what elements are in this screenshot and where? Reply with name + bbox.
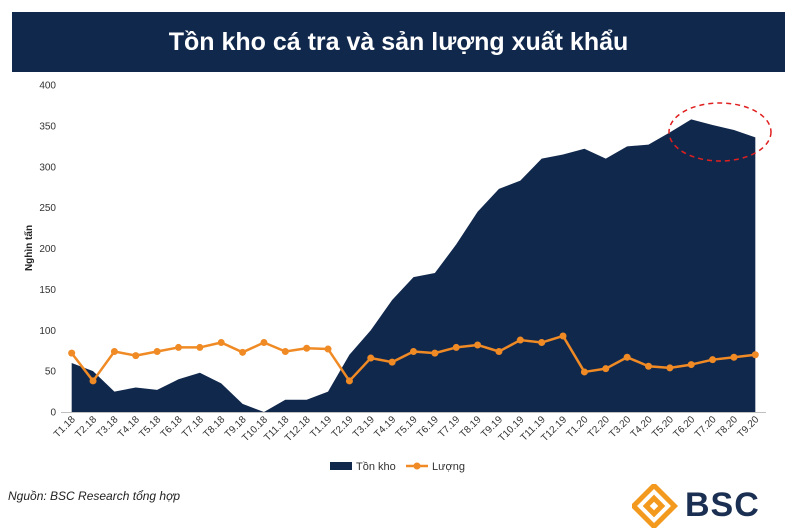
series-luong-point [89, 377, 97, 385]
y-axis-label-group: Nghìn tấn [23, 225, 35, 271]
series-luong-point [730, 353, 738, 361]
series-luong-point [175, 343, 182, 351]
x-tick-label: T4.18 [116, 414, 142, 440]
series-luong-point [538, 339, 546, 347]
x-tick-label: T1.20 [565, 414, 591, 440]
x-tick-label: T2.20 [586, 414, 612, 440]
series-luong-point [559, 332, 567, 340]
series-luong-point [474, 341, 482, 349]
series-luong-point [452, 343, 460, 351]
x-tick-label: T4.20 [629, 414, 655, 440]
y-tick-label: 200 [39, 244, 56, 255]
series-luong-point [132, 352, 140, 360]
x-tick-label: T5.19 [394, 414, 420, 440]
legend-label-luong: Lượng [432, 461, 465, 473]
y-tick-label: 400 [39, 81, 56, 92]
logo-text: BSC [685, 486, 760, 524]
x-tick-label: T4.19 [372, 414, 398, 440]
x-tick-label: T7.19 [436, 414, 462, 440]
chart-title: Tồn kho cá tra và sản lượng xuất khẩu [168, 27, 629, 56]
series-luong-point [281, 348, 289, 356]
series-luong-point [666, 364, 674, 372]
y-tick-label: 50 [45, 367, 57, 378]
x-tick-label: T6.19 [415, 414, 441, 440]
series-luong-point [303, 344, 311, 352]
x-tick-label: T3.18 [95, 414, 121, 440]
legend: Tồn kho Lượng [330, 461, 465, 473]
x-axis-ticks: T1.18T2.18T3.18T4.18T5.18T6.18T7.18T8.18… [52, 414, 762, 444]
bsc-logo-icon [632, 484, 679, 528]
series-luong-point [388, 358, 396, 366]
title-bar: Tồn kho cá tra và sản lượng xuất khẩu [12, 12, 785, 72]
series-luong-point [110, 348, 118, 356]
series-luong-point [410, 348, 417, 356]
series-luong-point [602, 365, 610, 373]
x-tick-label: T3.19 [351, 414, 377, 440]
x-tick-label: T8.20 [714, 414, 740, 440]
y-axis-label: Nghìn tấn [23, 225, 35, 271]
x-tick-label: T7.18 [180, 414, 206, 440]
line-series-group [68, 332, 759, 385]
x-tick-label: T2.18 [73, 414, 99, 440]
legend-swatch-luong-marker [413, 462, 421, 470]
y-tick-label: 350 [39, 121, 56, 132]
y-tick-label: 0 [50, 408, 56, 419]
y-tick-label: 300 [39, 162, 56, 173]
series-luong-point [580, 368, 588, 376]
x-tick-label: T1.19 [308, 414, 334, 440]
series-luong-point [196, 343, 204, 351]
series-luong-point [260, 339, 268, 347]
series-ton-kho-area [71, 119, 756, 413]
series-luong-point [345, 377, 353, 385]
x-tick-label: T6.20 [671, 414, 697, 440]
series-luong-point [239, 348, 247, 356]
series-luong-point [623, 353, 631, 361]
source-note: Nguồn: BSC Research tổng hợp [8, 489, 181, 503]
series-luong-point [324, 345, 332, 353]
legend-swatch-ton-kho [330, 462, 352, 470]
area-series-group [71, 119, 756, 413]
x-tick-label: T3.20 [607, 414, 633, 440]
y-tick-label: 150 [39, 285, 56, 296]
series-luong-point [495, 348, 503, 356]
y-tick-label: 100 [39, 326, 56, 337]
y-tick-label: 250 [39, 203, 56, 214]
x-tick-label: T5.20 [650, 414, 676, 440]
x-tick-label: T2.19 [330, 414, 356, 440]
series-luong-point [516, 336, 524, 344]
series-luong-point [431, 349, 439, 357]
y-axis-ticks: 0 50 100 150 200 250 300 350 400 [39, 81, 56, 419]
series-luong-point [709, 356, 717, 364]
x-tick-label: T7.20 [693, 414, 719, 440]
series-luong-point [153, 348, 161, 356]
x-tick-label: T6.18 [159, 414, 185, 440]
series-luong-point [687, 361, 695, 369]
highlight-ellipse [668, 102, 772, 162]
series-luong-point [645, 362, 652, 370]
series-luong-point [751, 351, 759, 359]
x-tick-label: T9.20 [736, 414, 762, 440]
x-tick-label: T8.18 [201, 414, 227, 440]
x-tick-label: T5.18 [137, 414, 163, 440]
x-tick-label: T8.19 [458, 414, 484, 440]
series-luong-point [217, 339, 225, 347]
series-luong-point [68, 349, 76, 357]
series-luong-point [367, 354, 375, 362]
legend-label-ton-kho: Tồn kho [356, 461, 396, 473]
